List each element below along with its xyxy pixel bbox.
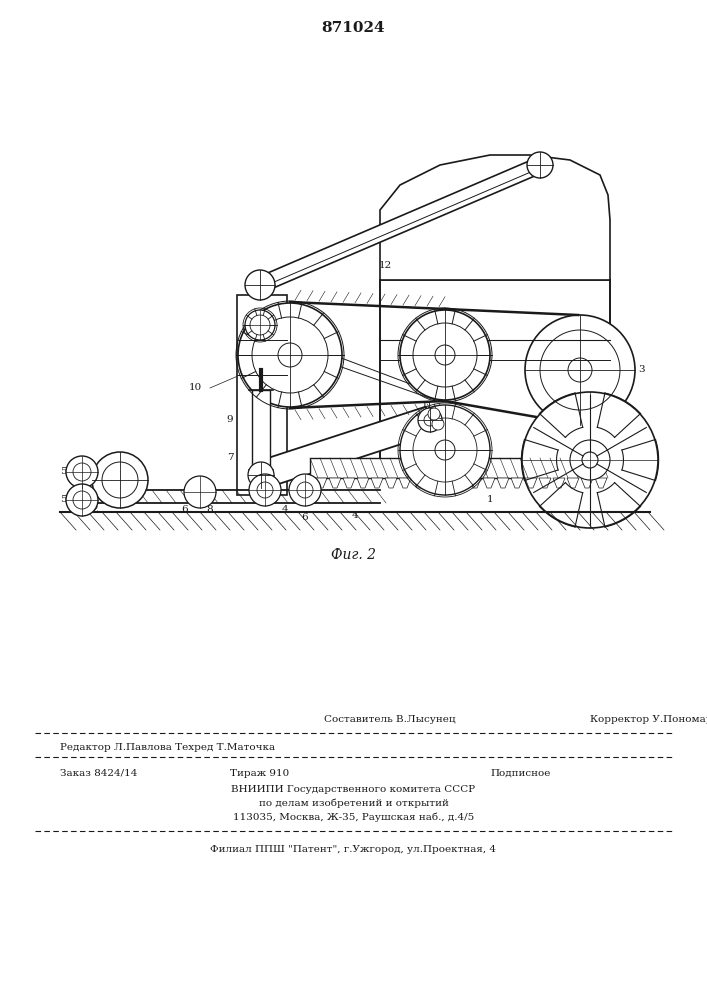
Circle shape: [525, 315, 635, 425]
Text: 6: 6: [182, 506, 188, 514]
Text: Тираж 910: Тираж 910: [230, 768, 289, 778]
Circle shape: [289, 474, 321, 506]
Circle shape: [432, 418, 444, 430]
Circle shape: [582, 452, 598, 468]
Circle shape: [428, 408, 440, 420]
Text: 7: 7: [227, 454, 233, 462]
Polygon shape: [357, 478, 369, 488]
Polygon shape: [399, 478, 411, 488]
Polygon shape: [511, 478, 523, 488]
Polygon shape: [581, 478, 593, 488]
Text: Заказ 8424/14: Заказ 8424/14: [60, 768, 137, 778]
Polygon shape: [525, 478, 537, 488]
Text: 3: 3: [638, 365, 645, 374]
Text: 4: 4: [351, 510, 358, 520]
Polygon shape: [441, 478, 453, 488]
Polygon shape: [315, 478, 327, 488]
Circle shape: [184, 476, 216, 508]
Bar: [380, 280, 610, 470]
Polygon shape: [567, 478, 579, 488]
Text: 5: 5: [59, 468, 66, 477]
Polygon shape: [427, 478, 439, 488]
Polygon shape: [257, 158, 543, 292]
Circle shape: [400, 405, 490, 495]
Text: Подписное: Подписное: [490, 768, 550, 778]
Circle shape: [400, 310, 490, 400]
Text: Редактор Л.Павлова Техред Т.Маточка: Редактор Л.Павлова Техред Т.Маточка: [60, 742, 275, 752]
Polygon shape: [553, 478, 565, 488]
Circle shape: [424, 414, 436, 426]
Circle shape: [248, 462, 274, 488]
Polygon shape: [413, 478, 425, 488]
Circle shape: [418, 408, 442, 432]
Text: 12: 12: [378, 260, 392, 269]
Polygon shape: [343, 478, 355, 488]
Text: 871024: 871024: [322, 21, 385, 35]
Circle shape: [570, 440, 610, 480]
Text: 10: 10: [188, 383, 201, 392]
Polygon shape: [329, 478, 341, 488]
Polygon shape: [539, 478, 551, 488]
Bar: [252, 390, 270, 470]
Circle shape: [249, 474, 281, 506]
Text: 113035, Москва, Ж-35, Раушская наб., д.4/5: 113035, Москва, Ж-35, Раушская наб., д.4…: [233, 812, 474, 822]
Polygon shape: [483, 478, 495, 488]
Polygon shape: [469, 478, 481, 488]
Polygon shape: [497, 478, 509, 488]
Polygon shape: [380, 155, 610, 280]
Text: ВНИИПИ Государственного комитета СССР: ВНИИПИ Государственного комитета СССР: [231, 784, 476, 794]
Bar: [237, 295, 287, 495]
Text: 1: 1: [486, 495, 493, 504]
Polygon shape: [595, 478, 607, 488]
Polygon shape: [385, 478, 397, 488]
Polygon shape: [257, 407, 434, 488]
Text: 6: 6: [302, 514, 308, 522]
Text: 11: 11: [422, 400, 434, 410]
Text: Корректор У.Пономаренко: Корректор У.Пономаренко: [590, 714, 707, 724]
Circle shape: [92, 452, 148, 508]
Polygon shape: [371, 478, 383, 488]
Text: Филиал ППШ "Патент", г.Ужгород, ул.Проектная, 4: Филиал ППШ "Патент", г.Ужгород, ул.Проек…: [211, 844, 496, 854]
Text: 9: 9: [227, 416, 233, 424]
Text: 4: 4: [281, 506, 288, 514]
Circle shape: [527, 152, 553, 178]
Text: Составитель В.Лысунец: Составитель В.Лысунец: [325, 714, 456, 724]
Circle shape: [522, 392, 658, 528]
Bar: [310, 458, 610, 478]
Circle shape: [245, 310, 275, 340]
Text: Фиг. 2: Фиг. 2: [331, 548, 376, 562]
Circle shape: [66, 484, 98, 516]
Text: 5: 5: [59, 495, 66, 504]
Circle shape: [245, 270, 275, 300]
Text: 8: 8: [206, 506, 214, 514]
Text: 2: 2: [92, 506, 98, 514]
Text: по делам изобретений и открытий: по делам изобретений и открытий: [259, 798, 448, 808]
Circle shape: [238, 303, 342, 407]
Circle shape: [66, 456, 98, 488]
Polygon shape: [455, 478, 467, 488]
